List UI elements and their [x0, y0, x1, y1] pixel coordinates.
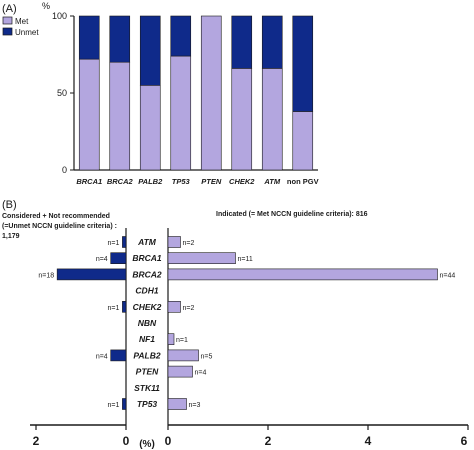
panel-a-y-unit: % [42, 1, 50, 11]
left-count-label-BRCA1: n=4 [96, 256, 108, 263]
bar-unmet-ATM [261, 15, 283, 69]
bar-met-TP53 [170, 55, 192, 171]
left-bar-CHEK2 [122, 300, 127, 313]
right-count-label-CHEK2: n=2 [183, 305, 195, 312]
bar-unmet-PALB2 [139, 15, 161, 86]
right-bar-PTEN [167, 365, 193, 378]
legend-label-unmet: Unmet [15, 28, 39, 37]
left-count-label-CHEK2: n=1 [108, 305, 120, 312]
bar-unmet-CHEK2 [231, 15, 253, 69]
y-tick-label: 0 [62, 165, 67, 175]
right-x-tick-label: 6 [461, 434, 468, 448]
bar-unmet-BRCA2 [109, 15, 131, 63]
gene-label-TP53: TP53 [137, 399, 158, 409]
bar-met-non-PGV [292, 111, 314, 171]
right-count-label-ATM: n=2 [183, 240, 195, 247]
gene-label-PTEN: PTEN [136, 367, 160, 377]
x-tick-label: non PGV [287, 177, 319, 186]
left-bar-BRCA1 [110, 252, 127, 264]
left-count-label-BRCA2: n=18 [38, 272, 54, 279]
x-tick-label: BRCA2 [107, 177, 134, 186]
left-bar-PALB2 [110, 349, 127, 362]
right-count-label-NF1: n=1 [176, 337, 188, 344]
gene-label-PALB2: PALB2 [133, 350, 161, 360]
right-bar-NF1 [167, 333, 175, 346]
left-count-label-PALB2: n=4 [96, 353, 108, 360]
bar-unmet-non-PGV [292, 15, 314, 112]
bar-met-BRCA2 [109, 61, 131, 171]
left-count-label-TP53: n=1 [108, 402, 120, 409]
panel-a-label: (A) [2, 3, 17, 15]
left-bar-TP53 [122, 398, 127, 410]
bar-met-PTEN [200, 15, 222, 171]
x-tick-label: CHEK2 [229, 177, 255, 186]
left-header-line1: Considered + Not recommended [2, 213, 110, 220]
panel-b-label: (B) [2, 199, 17, 211]
right-bar-BRCA2 [167, 268, 438, 281]
gene-label-NF1: NF1 [139, 334, 155, 344]
gene-label-CHEK2: CHEK2 [133, 302, 162, 312]
gene-label-BRCA2: BRCA2 [132, 269, 162, 279]
right-bar-BRCA1 [167, 252, 236, 264]
panel-a-legend: Met Unmet [2, 16, 39, 37]
bar-met-CHEK2 [231, 68, 253, 171]
left-header-line2: (=Unmet NCCN guideline criteria) : [2, 223, 117, 230]
right-x-tick-label: 4 [365, 434, 372, 448]
left-header-line3: 1,179 [2, 233, 20, 240]
x-tick-label: ATM [263, 177, 280, 186]
bar-met-ATM [261, 68, 283, 171]
right-count-label-TP53: n=3 [189, 402, 201, 409]
right-bar-TP53 [167, 398, 187, 410]
gene-label-CDH1: CDH1 [135, 286, 158, 296]
right-bar-PALB2 [167, 349, 199, 362]
gene-label-BRCA1: BRCA1 [132, 253, 162, 263]
panel-b-axis-unit: (%) [139, 439, 155, 450]
bar-met-BRCA1 [78, 58, 100, 171]
right-x-tick-label: 2 [265, 434, 272, 448]
panel-a-stacked-bar-chart: 0 50 100 BRCA1 BRCA2 PALB2 TP53 PTEN CHEK2 ATM non… [52, 11, 319, 186]
y-tick-label: 50 [57, 88, 67, 98]
left-x-tick-label: 0 [123, 434, 130, 448]
bar-met-PALB2 [139, 85, 161, 171]
gene-label-NBN: NBN [138, 318, 157, 328]
right-count-label-BRCA2: n=44 [440, 272, 456, 279]
x-tick-label: BRCA1 [76, 177, 102, 186]
gene-label-ATM: ATM [137, 237, 157, 247]
right-count-label-PTEN: n=4 [195, 370, 207, 377]
x-tick-label: PTEN [201, 177, 222, 186]
legend-swatch-unmet [2, 27, 13, 36]
y-tick-label: 100 [52, 11, 67, 21]
legend-label-met: Met [15, 17, 29, 26]
right-bar-ATM [167, 236, 181, 248]
right-header: Indicated (= Met NCCN guideline criteria… [216, 211, 368, 218]
left-count-label-ATM: n=1 [108, 240, 120, 247]
left-bar-ATM [122, 236, 127, 248]
x-tick-label: TP53 [172, 177, 191, 186]
right-count-label-BRCA1: n=11 [238, 256, 253, 263]
gene-label-STK11: STK11 [134, 383, 160, 393]
x-tick-label: PALB2 [138, 177, 163, 186]
legend-swatch-met [2, 16, 13, 25]
right-bar-CHEK2 [167, 300, 181, 313]
bar-unmet-BRCA1 [78, 15, 100, 60]
left-x-tick-label: 2 [33, 434, 40, 448]
left-bar-BRCA2 [56, 268, 127, 281]
bar-unmet-TP53 [170, 15, 192, 57]
right-x-tick-label: 0 [165, 434, 172, 448]
right-count-label-PALB2: n=5 [201, 353, 213, 360]
